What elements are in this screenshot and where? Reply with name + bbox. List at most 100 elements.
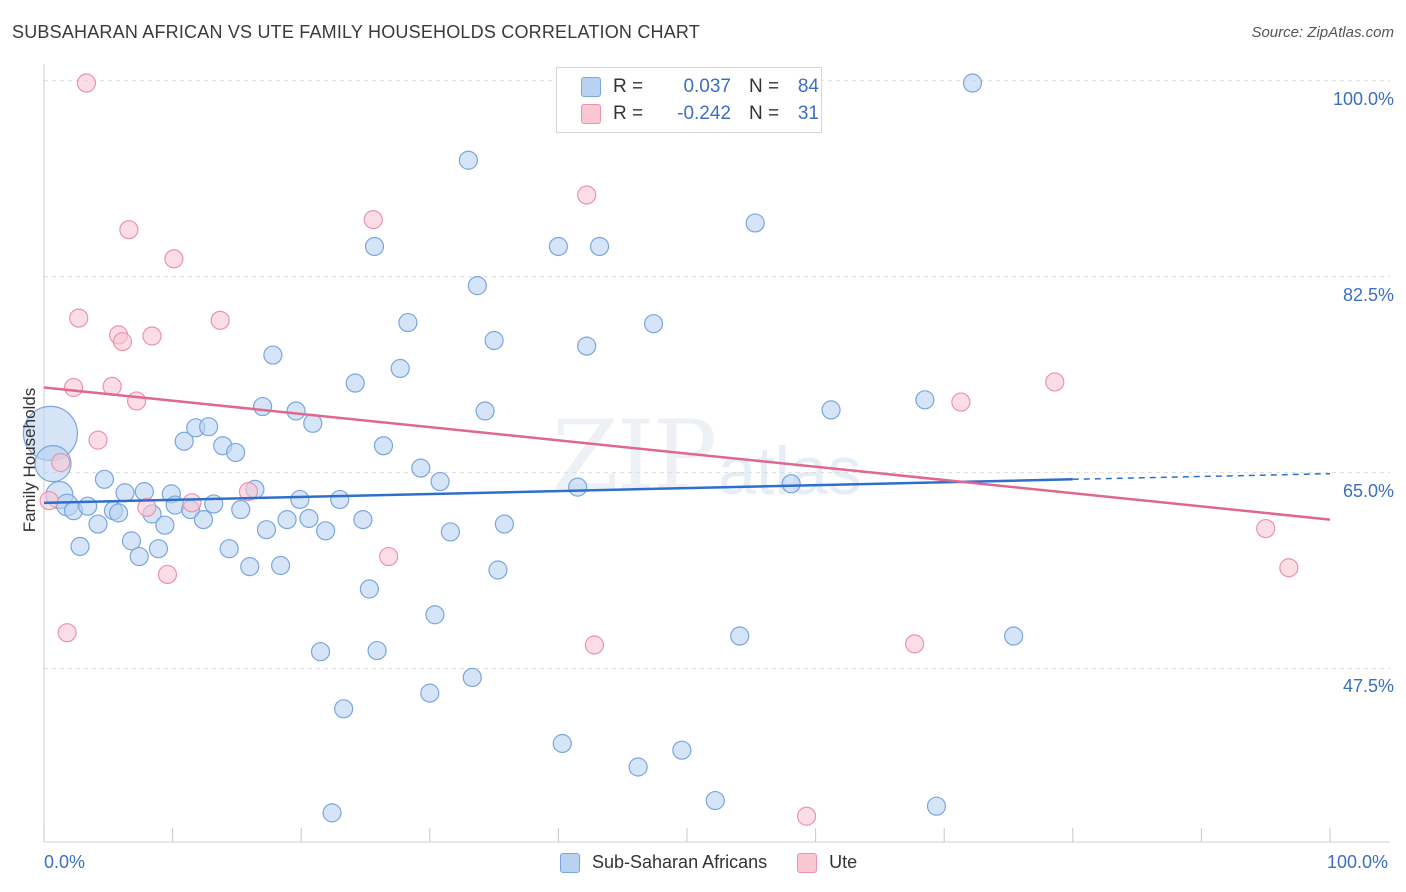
point-ute — [137, 497, 157, 517]
point-sub-saharan — [475, 401, 495, 421]
point-sub-saharan — [440, 522, 460, 542]
point-sub-saharan — [299, 508, 319, 529]
point-ute — [210, 310, 230, 330]
point-sub-saharan — [962, 73, 983, 93]
point-sub-saharan — [568, 477, 588, 497]
legend-r-value: -0.242 — [677, 103, 731, 124]
point-sub-saharan — [577, 336, 597, 356]
point-sub-saharan — [462, 667, 482, 688]
axes — [43, 64, 1390, 843]
point-ute — [164, 249, 184, 269]
point-sub-saharan — [334, 699, 354, 719]
point-sub-saharan — [484, 330, 504, 351]
point-sub-saharan — [367, 640, 387, 661]
point-ute — [1256, 518, 1276, 539]
legend-swatch-blue — [560, 852, 580, 873]
point-ute — [63, 377, 84, 398]
point-sub-saharan — [745, 213, 765, 233]
x-tick-label-max: 100.0% — [1327, 852, 1389, 872]
legend-item-sub-saharan[interactable]: Sub-Saharan Africans — [560, 852, 767, 873]
legend-r-value: 0.037 — [683, 76, 731, 97]
point-sub-saharan — [88, 514, 108, 534]
point-sub-saharan — [271, 555, 291, 576]
y-tick-label: 65.0% — [1342, 480, 1394, 501]
point-ute — [1279, 558, 1299, 578]
y-tick-label: 100.0% — [1332, 88, 1394, 109]
point-sub-saharan — [231, 499, 251, 520]
point-sub-saharan — [390, 358, 410, 379]
point-ute — [951, 392, 971, 412]
point-sub-saharan — [730, 626, 750, 646]
point-sub-saharan — [256, 520, 277, 540]
legend-swatch-blue — [581, 77, 601, 97]
point-ute — [577, 185, 597, 205]
point-ute — [112, 332, 133, 352]
point-ute — [238, 482, 259, 502]
point-ute — [51, 452, 71, 473]
point-sub-saharan — [115, 483, 135, 503]
series-legend: Sub-Saharan Africans Ute — [560, 852, 887, 873]
legend-item-ute[interactable]: Ute — [797, 852, 857, 873]
point-sub-saharan — [226, 442, 246, 463]
legend-row-blue: R = 0.037 N = 84 — [581, 75, 819, 99]
point-sub-saharan — [240, 557, 260, 577]
correlation-legend: R = 0.037 N = 84 R = -0.242 N = 31 — [556, 67, 822, 133]
point-ute — [796, 806, 817, 826]
point-ute — [119, 220, 139, 240]
point-ute — [1045, 372, 1065, 392]
point-ute — [182, 493, 202, 513]
source-label: Source: ZipAtlas.com — [1251, 24, 1394, 41]
y-tick-label: 82.5% — [1342, 284, 1394, 305]
point-sub-saharan — [915, 390, 935, 410]
point-sub-saharan — [263, 345, 283, 365]
point-sub-saharan — [488, 560, 508, 580]
point-sub-saharan — [552, 733, 572, 754]
watermark-atlas: atlas — [718, 433, 862, 509]
point-sub-saharan — [193, 510, 214, 530]
y-axis-label: Family Households — [20, 387, 39, 533]
x-tick-label-min: 0.0% — [44, 852, 86, 872]
point-sub-saharan — [589, 236, 610, 257]
point-sub-saharan — [373, 436, 394, 456]
point-sub-saharan — [398, 312, 418, 333]
point-ute — [379, 546, 399, 567]
point-sub-saharan — [316, 521, 336, 541]
point-sub-saharan — [253, 396, 273, 417]
legend-n-value: 84 — [797, 76, 819, 97]
point-sub-saharan — [290, 489, 310, 510]
point-sub-saharan — [108, 503, 129, 523]
point-sub-saharan — [359, 579, 379, 599]
point-sub-saharan — [705, 790, 725, 811]
point-ute — [57, 623, 77, 643]
point-sub-saharan — [174, 431, 194, 451]
point-ute — [39, 490, 59, 511]
point-ute — [126, 391, 147, 411]
point-ute — [157, 564, 178, 585]
point-sub-saharan — [411, 458, 431, 478]
legend-label-sub-saharan: Sub-Saharan Africans — [592, 852, 768, 872]
point-sub-saharan — [781, 474, 801, 494]
point-ute — [76, 73, 97, 93]
legend-n-label: N = — [749, 76, 780, 97]
y-tick-label: 47.5% — [1342, 676, 1394, 697]
point-ute — [584, 635, 605, 655]
point-sub-saharan — [121, 531, 142, 551]
point-sub-saharan — [345, 373, 365, 393]
point-sub-saharan — [219, 539, 239, 559]
point-sub-saharan — [548, 236, 569, 257]
point-sub-saharan — [310, 642, 331, 662]
point-sub-saharan — [129, 546, 149, 567]
legend-row-pink: R = -0.242 N = 31 — [581, 102, 819, 126]
point-sub-saharan — [1004, 626, 1024, 646]
point-sub-saharan — [199, 417, 219, 437]
chart-title: SUBSAHARAN AFRICAN VS UTE FAMILY HOUSEHO… — [12, 22, 700, 42]
grid-lines — [44, 80, 1390, 669]
point-sub-saharan — [277, 510, 297, 530]
legend-n-value: 31 — [797, 103, 819, 124]
legend-swatch-pink — [581, 104, 601, 124]
legend-n-label: N = — [749, 103, 780, 124]
trend-lines — [43, 386, 1331, 521]
point-ute — [363, 210, 383, 230]
point-sub-saharan — [322, 803, 342, 823]
